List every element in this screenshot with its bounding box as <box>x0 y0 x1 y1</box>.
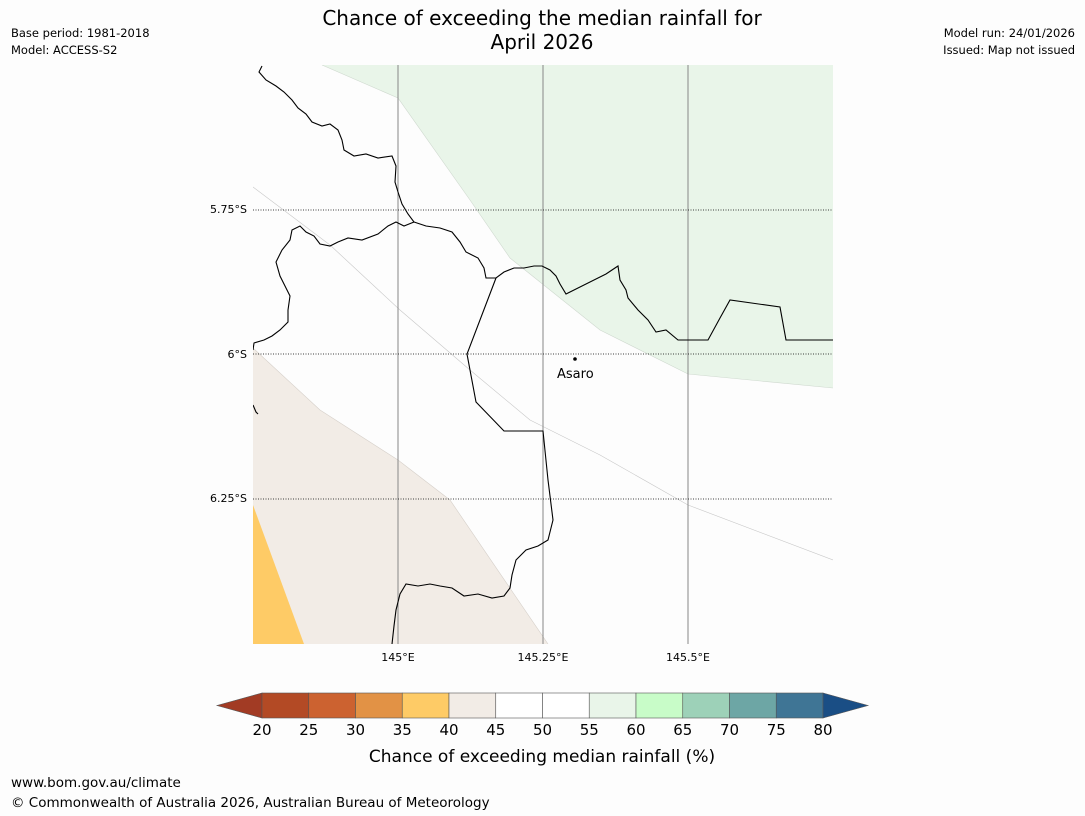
model-run-text: Model run: 24/01/2026 <box>943 26 1075 40</box>
colorbar-arrow-high <box>822 692 870 719</box>
colorbar-tick-label: 55 <box>580 721 599 739</box>
asaro-marker <box>573 357 577 361</box>
colorbar-tick-label: 45 <box>486 721 505 739</box>
colorbar-cell <box>775 692 824 719</box>
region-40-45-percent <box>253 348 548 644</box>
lat-label-6-25s: 6.25°S <box>210 492 247 505</box>
region-35-40-percent <box>253 505 304 644</box>
colorbar-tick-label: 70 <box>720 721 739 739</box>
colorbar-tick-label: 35 <box>393 721 412 739</box>
colorbar-cell <box>261 692 310 719</box>
lat-label-6s: 6°S <box>228 348 247 361</box>
map-area: Asaro <box>253 65 833 644</box>
colorbar-cell <box>355 692 403 719</box>
colorbar-cell <box>588 692 637 719</box>
colorbar-tick-label: 20 <box>252 721 271 739</box>
colorbar-tick-label: 80 <box>813 721 832 739</box>
colorbar-tick-label: 25 <box>299 721 318 739</box>
boundary-line <box>413 221 833 341</box>
boundary-line <box>253 65 415 351</box>
footer-copyright: © Commonwealth of Australia 2026, Austra… <box>11 795 490 811</box>
colorbar-tick-label: 65 <box>673 721 692 739</box>
base-period-text: Base period: 1981-2018 <box>11 26 150 40</box>
colorbar-tick-label: 75 <box>767 721 786 739</box>
colorbar-arrow-low <box>215 692 263 719</box>
colorbar-cell <box>308 692 356 719</box>
title-line-2: April 2026 <box>490 30 594 54</box>
region-60-65-percent <box>322 65 833 388</box>
colorbar-cell <box>495 692 543 719</box>
issued-text: Issued: Map not issued <box>943 43 1075 57</box>
colorbar-tick-label: 40 <box>439 721 458 739</box>
metadata-right: Model run: 24/01/2026 Issued: Map not is… <box>943 25 1075 59</box>
colorbar-cell <box>401 692 450 719</box>
footer-url: www.bom.gov.au/climate <box>11 775 181 791</box>
colorbar-cell <box>448 692 497 719</box>
title-line-1: Chance of exceeding the median rainfall … <box>322 6 762 30</box>
map-title: Chance of exceeding the median rainfall … <box>242 6 842 54</box>
model-text: Model: ACCESS-S2 <box>11 43 118 57</box>
metadata-left: Base period: 1981-2018 Model: ACCESS-S2 <box>11 25 150 59</box>
colorbar-cell <box>682 692 730 719</box>
boundary-line <box>253 404 259 415</box>
colorbar-tick-label: 30 <box>346 721 365 739</box>
lon-label-145-25e: 145.25°E <box>518 651 569 664</box>
lon-label-145-5e: 145.5°E <box>666 651 710 664</box>
asaro-label: Asaro <box>557 367 594 382</box>
lat-label-5-75s: 5.75°S <box>210 203 247 216</box>
colorbar-cell <box>542 692 590 719</box>
colorbar-cell <box>635 692 684 719</box>
colorbar-cell <box>729 692 777 719</box>
colorbar-tick-label: 60 <box>626 721 645 739</box>
colorbar-tick-label: 50 <box>533 721 552 739</box>
lon-label-145e: 145°E <box>381 651 414 664</box>
colorbar: 20 25 30 35 40 45 50 55 60 65 70 75 80 Chance of exc… <box>215 692 870 767</box>
boundary-line <box>391 277 554 644</box>
contour-line <box>253 186 833 561</box>
colorbar-title: Chance of exceeding median rainfall (%) <box>369 747 715 767</box>
